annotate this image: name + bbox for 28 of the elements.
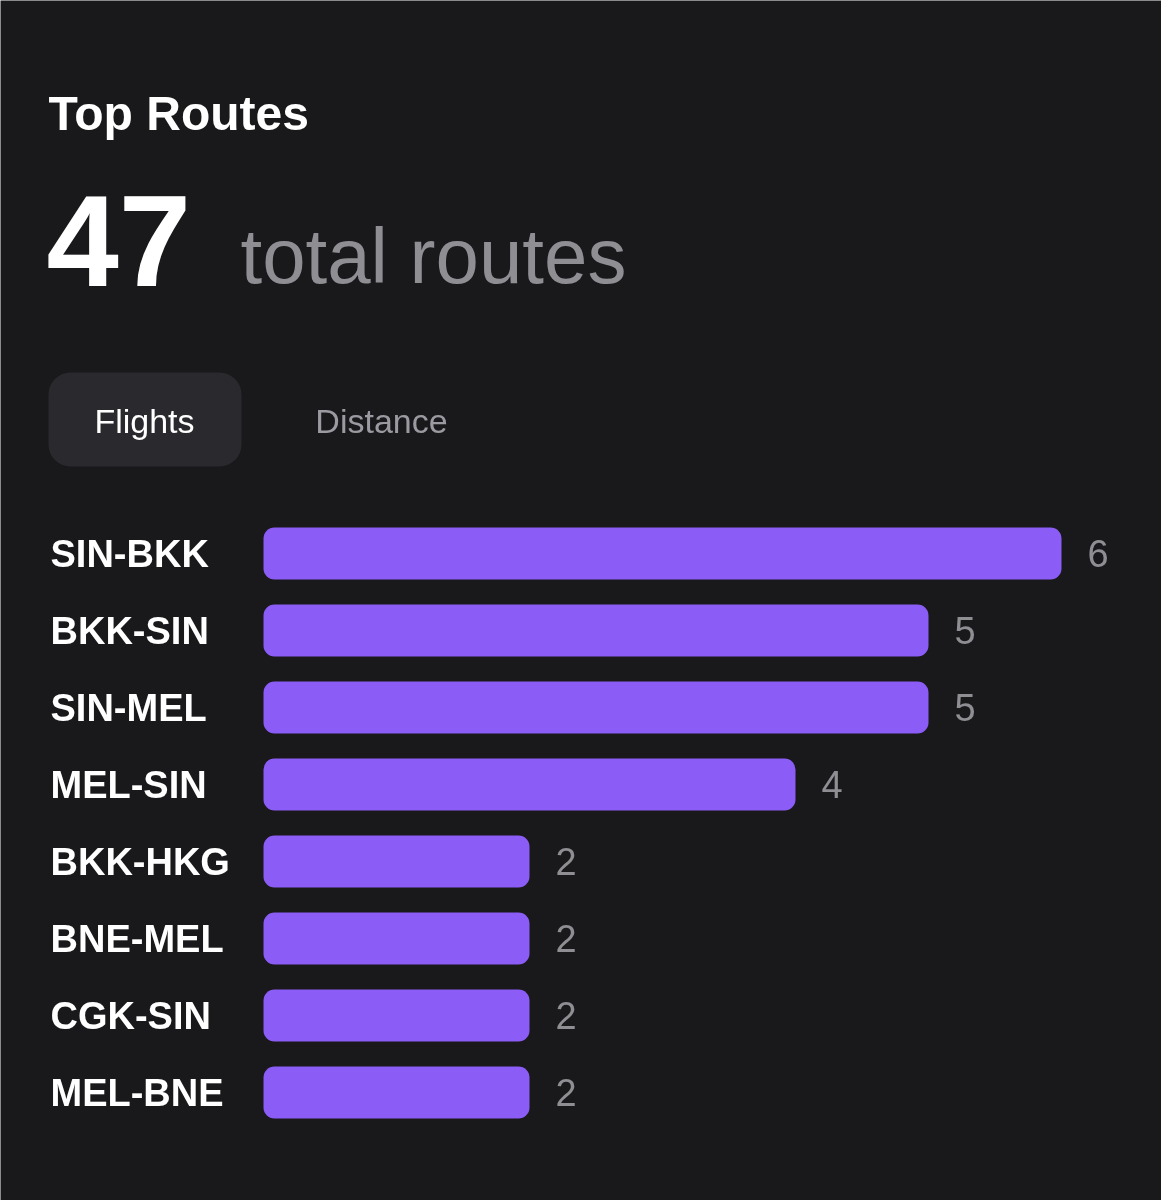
y-tick-label: CGK-SIN <box>50 994 211 1037</box>
text: Distance <box>315 401 448 440</box>
bar <box>263 1066 530 1119</box>
y-tick-label: BNE-MEL <box>50 917 224 960</box>
y-tick-label: BKK-SIN <box>50 609 209 652</box>
chart-subtitle: 47 total routes <box>46 167 627 314</box>
chart-title: Top Routes <box>48 87 309 140</box>
y-tick-label: MEL-SIN <box>50 763 207 806</box>
text: Flights <box>94 401 195 440</box>
y-tick-label: MEL-BNE <box>50 1071 224 1114</box>
y-tick-label: SIN-MEL <box>50 686 207 729</box>
bar <box>263 527 1062 580</box>
y-tick-label: BKK-HKG <box>50 840 230 883</box>
data-label: 5 <box>954 610 976 652</box>
bar <box>263 989 530 1042</box>
data-label: 2 <box>555 1072 577 1114</box>
y-tick-label: SIN-BKK <box>50 532 210 575</box>
bar <box>263 912 530 965</box>
data-label: 4 <box>821 764 843 806</box>
data-label: 6 <box>1087 533 1109 575</box>
bar <box>263 681 929 734</box>
bar <box>263 604 929 657</box>
data-label: 5 <box>954 687 976 729</box>
bar <box>263 835 530 888</box>
bar <box>263 758 796 811</box>
data-label: 2 <box>555 918 577 960</box>
data-label: 2 <box>555 841 577 883</box>
data-label: 2 <box>555 995 577 1037</box>
